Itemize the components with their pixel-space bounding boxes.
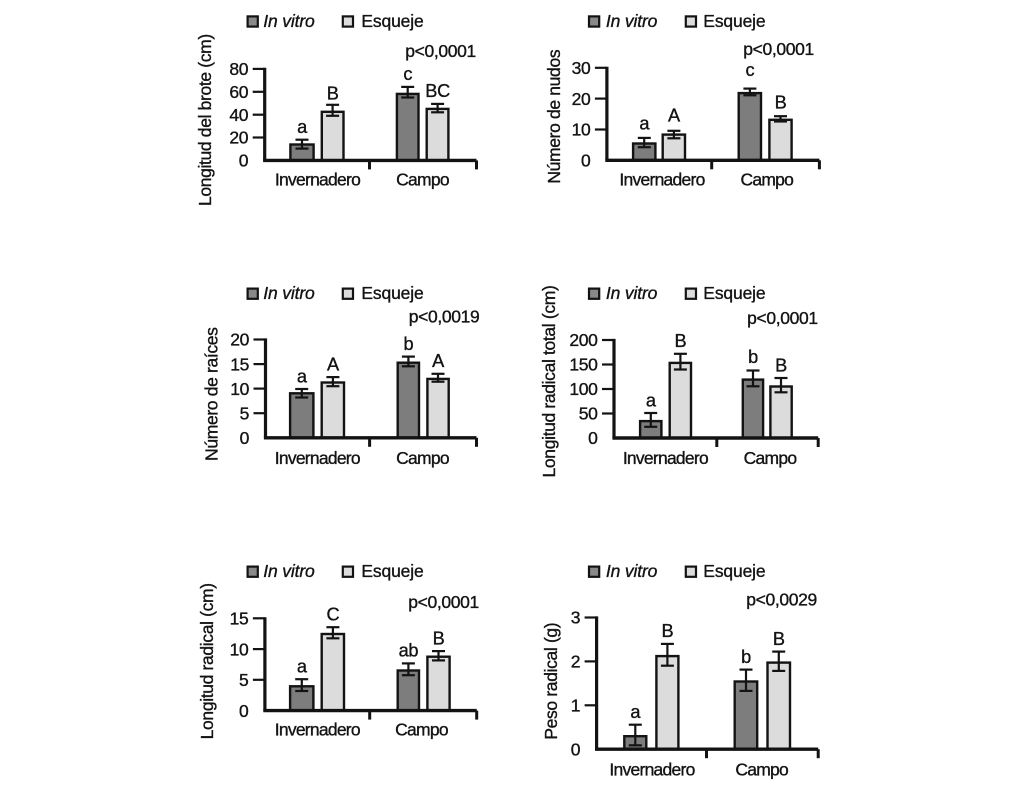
svg-text:Esqueje: Esqueje [361,561,423,581]
svg-text:20: 20 [230,330,249,350]
svg-text:ab: ab [399,641,419,661]
svg-text:B: B [327,83,339,103]
svg-text:Invernadero: Invernadero [275,720,360,740]
svg-text:In vitro: In vitro [606,561,658,581]
svg-text:Longitud radical total (cm): Longitud radical total (cm) [539,286,559,478]
svg-text:c: c [746,60,755,80]
svg-text:p<0,0001: p<0,0001 [408,592,479,612]
svg-text:Esqueje: Esqueje [703,283,765,303]
svg-text:In vitro: In vitro [263,283,315,303]
svg-text:30: 30 [572,58,591,78]
svg-text:C: C [327,605,340,625]
svg-text:15: 15 [230,609,249,629]
svg-text:B: B [662,621,674,641]
svg-text:A: A [432,351,445,371]
svg-text:15: 15 [230,354,249,374]
svg-text:Invernadero: Invernadero [609,759,694,779]
svg-text:Campo: Campo [744,448,797,468]
svg-text:BC: BC [425,81,450,101]
svg-text:10: 10 [572,120,591,140]
svg-text:a: a [630,702,641,722]
svg-text:A: A [668,106,681,126]
svg-text:150: 150 [569,355,598,375]
svg-text:In vitro: In vitro [263,11,315,31]
svg-text:0: 0 [239,151,249,171]
svg-text:Invernadero: Invernadero [623,448,708,468]
svg-text:1: 1 [571,696,580,716]
svg-text:Invernadero: Invernadero [619,170,704,190]
svg-text:B: B [775,92,787,112]
svg-text:Esqueje: Esqueje [703,561,765,581]
svg-text:B: B [433,628,445,648]
svg-text:a: a [639,113,650,133]
svg-text:0: 0 [571,739,581,759]
svg-text:B: B [675,331,687,351]
svg-text:Esqueje: Esqueje [361,11,423,31]
svg-text:c: c [403,64,412,84]
svg-text:100: 100 [569,379,598,399]
svg-text:b: b [741,647,751,667]
svg-text:80: 80 [229,59,248,79]
svg-text:0: 0 [588,428,598,448]
svg-text:In vitro: In vitro [606,283,658,303]
svg-text:20: 20 [572,89,591,109]
svg-text:In vitro: In vitro [263,561,315,581]
svg-text:b: b [748,347,758,367]
svg-text:5: 5 [240,403,249,423]
svg-text:a: a [297,366,308,386]
svg-text:Longitud radical (cm): Longitud radical (cm) [197,583,217,739]
svg-text:0: 0 [240,428,250,448]
svg-text:Longitud del brote (cm): Longitud del brote (cm) [195,34,215,206]
svg-text:B: B [773,629,785,649]
svg-text:a: a [297,117,308,137]
svg-text:Número de nudos: Número de nudos [544,49,564,183]
svg-text:A: A [327,354,340,374]
svg-text:10: 10 [230,379,249,399]
svg-text:a: a [646,390,657,410]
svg-text:20: 20 [229,128,248,148]
svg-text:Campo: Campo [396,448,449,468]
svg-text:5: 5 [239,670,248,690]
svg-text:10: 10 [230,639,249,659]
svg-text:50: 50 [579,404,598,424]
svg-text:p<0,0019: p<0,0019 [409,306,480,326]
svg-text:p<0,0001: p<0,0001 [405,41,476,61]
svg-text:3: 3 [571,608,580,628]
svg-text:a: a [297,657,308,677]
svg-text:Esqueje: Esqueje [703,11,765,31]
svg-text:p<0,0001: p<0,0001 [743,39,814,59]
svg-text:b: b [404,334,414,354]
svg-text:Número de raíces: Número de raíces [202,327,222,461]
svg-text:2: 2 [571,652,580,672]
svg-text:40: 40 [229,105,248,125]
svg-text:0: 0 [581,151,591,171]
svg-text:Campo: Campo [735,759,788,779]
svg-text:Campo: Campo [396,170,449,190]
svg-text:200: 200 [569,330,598,350]
svg-text:Invernadero: Invernadero [275,448,360,468]
svg-text:Esqueje: Esqueje [361,283,423,303]
svg-text:B: B [775,355,787,375]
svg-text:In vitro: In vitro [606,11,658,31]
svg-text:Peso radical (g): Peso radical (g) [541,623,561,740]
svg-text:Invernadero: Invernadero [275,170,360,190]
svg-text:60: 60 [229,82,248,102]
svg-text:0: 0 [239,701,249,721]
svg-text:p<0,0001: p<0,0001 [747,308,818,328]
svg-text:p<0,0029: p<0,0029 [746,589,817,609]
svg-text:Campo: Campo [740,170,793,190]
svg-text:Campo: Campo [395,720,448,740]
